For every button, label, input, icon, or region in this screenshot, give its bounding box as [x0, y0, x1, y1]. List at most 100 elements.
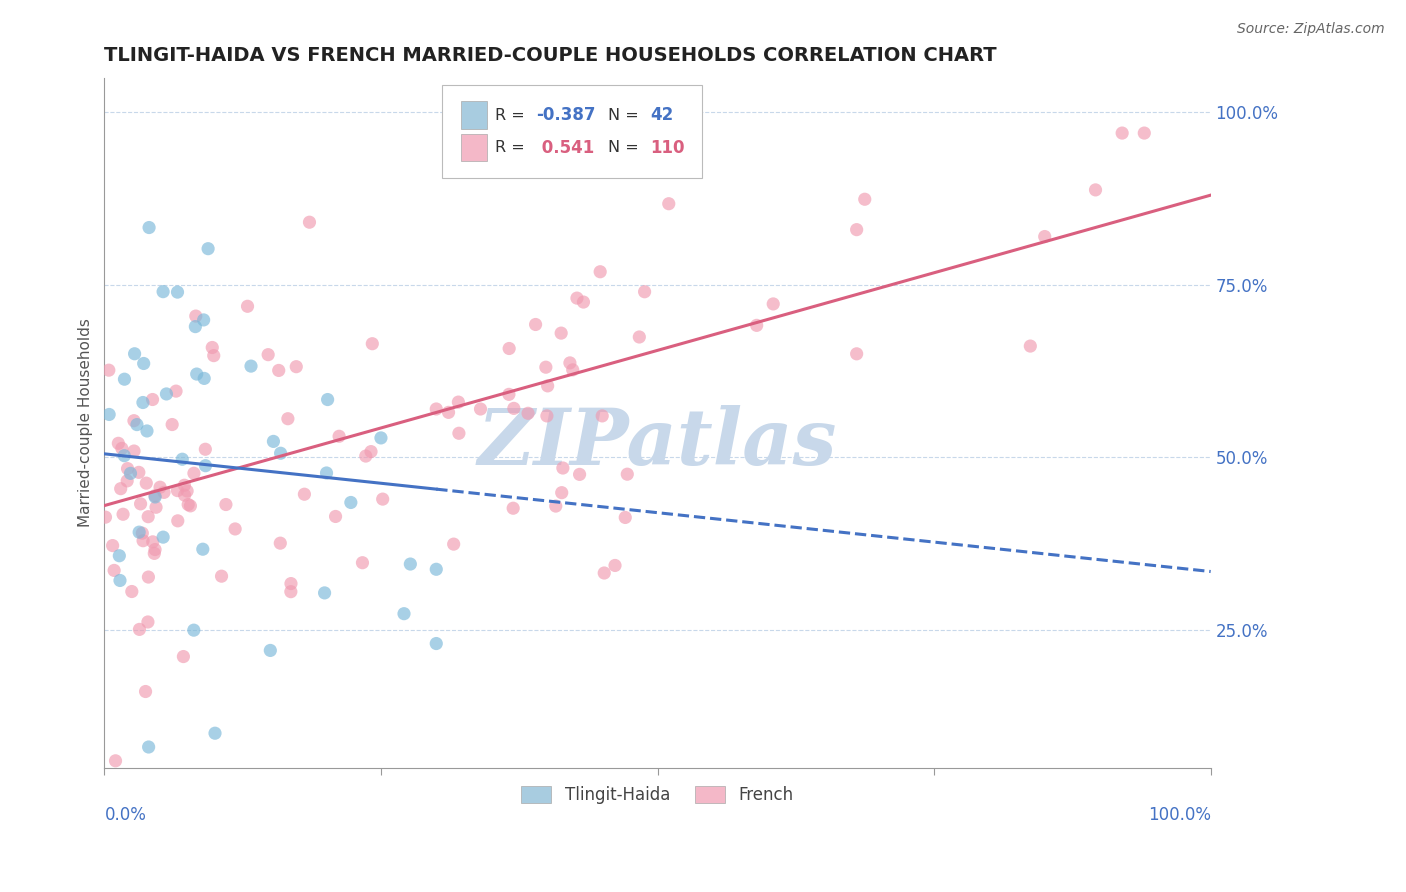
Point	[138, 570, 160, 584]
Point	[172, 649, 194, 664]
Point	[658, 196, 681, 211]
Point	[112, 508, 135, 522]
Point	[138, 739, 160, 754]
Point	[201, 341, 224, 355]
Point	[197, 242, 219, 256]
Point	[745, 318, 768, 333]
Point	[762, 297, 785, 311]
Point	[122, 414, 145, 428]
Text: 42: 42	[650, 106, 673, 124]
Text: ZIPatlas: ZIPatlas	[478, 405, 837, 482]
Point	[392, 607, 415, 621]
Point	[845, 347, 868, 361]
Point	[108, 574, 131, 588]
Point	[551, 461, 574, 475]
Point	[425, 636, 447, 650]
Point	[153, 485, 176, 500]
Point	[280, 584, 302, 599]
Point	[173, 488, 195, 502]
Text: 110: 110	[650, 138, 685, 157]
Point	[149, 480, 172, 494]
Point	[340, 495, 363, 509]
Text: R =: R =	[495, 108, 530, 122]
Point	[616, 467, 638, 482]
Point	[98, 408, 121, 422]
Point	[194, 442, 217, 457]
Point	[536, 409, 558, 423]
Point	[108, 549, 131, 563]
FancyBboxPatch shape	[461, 134, 486, 161]
Point	[186, 367, 208, 381]
Point	[110, 482, 132, 496]
Text: TLINGIT-HAIDA VS FRENCH MARRIED-COUPLE HOUSEHOLDS CORRELATION CHART: TLINGIT-HAIDA VS FRENCH MARRIED-COUPLE H…	[104, 46, 997, 65]
Point	[285, 359, 308, 374]
Point	[589, 265, 612, 279]
Point	[191, 542, 214, 557]
Point	[267, 363, 290, 377]
Point	[537, 379, 560, 393]
Point	[502, 401, 524, 416]
Point	[215, 498, 238, 512]
Point	[425, 402, 447, 417]
Point	[1033, 229, 1056, 244]
Point	[160, 417, 183, 432]
Point	[138, 220, 160, 235]
Point	[328, 429, 350, 443]
Point	[240, 359, 263, 373]
Point	[470, 402, 492, 417]
Point	[447, 426, 470, 441]
Point	[534, 360, 557, 375]
Point	[112, 449, 135, 463]
Point	[177, 498, 200, 512]
Point	[591, 409, 613, 423]
Point	[184, 319, 207, 334]
Point	[124, 347, 146, 361]
Point	[141, 392, 163, 407]
Point	[143, 542, 166, 557]
Point	[269, 536, 291, 550]
Text: 0.541: 0.541	[536, 138, 595, 157]
Point	[132, 395, 155, 409]
Point	[165, 384, 187, 398]
Point	[104, 754, 127, 768]
Point	[259, 643, 281, 657]
Point	[524, 318, 547, 332]
Point	[117, 461, 139, 475]
Point	[176, 483, 198, 498]
Point	[142, 534, 165, 549]
Point	[352, 556, 374, 570]
Text: 0.0%: 0.0%	[104, 805, 146, 823]
Point	[136, 615, 159, 629]
Point	[202, 349, 225, 363]
Point	[593, 566, 616, 580]
Point	[316, 392, 339, 407]
Point	[437, 405, 460, 419]
Point	[135, 476, 157, 491]
Point	[193, 313, 215, 327]
Point	[183, 623, 205, 637]
Point	[561, 363, 583, 377]
Point	[103, 563, 125, 577]
Point	[551, 485, 574, 500]
Point	[131, 526, 153, 541]
Point	[262, 434, 284, 449]
Text: N =: N =	[607, 140, 644, 155]
Point	[152, 285, 174, 299]
Text: N =: N =	[607, 108, 644, 122]
Point	[558, 356, 581, 370]
Point	[425, 562, 447, 576]
Point	[544, 499, 567, 513]
Point	[211, 569, 233, 583]
Point	[224, 522, 246, 536]
Text: R =: R =	[495, 140, 530, 155]
Point	[129, 497, 152, 511]
Point	[152, 530, 174, 544]
Point	[502, 501, 524, 516]
Point	[280, 576, 302, 591]
Text: 100.0%: 100.0%	[1147, 805, 1211, 823]
Point	[361, 336, 384, 351]
Point	[172, 452, 194, 467]
Point	[568, 467, 591, 482]
Point	[122, 444, 145, 458]
Point	[315, 466, 337, 480]
